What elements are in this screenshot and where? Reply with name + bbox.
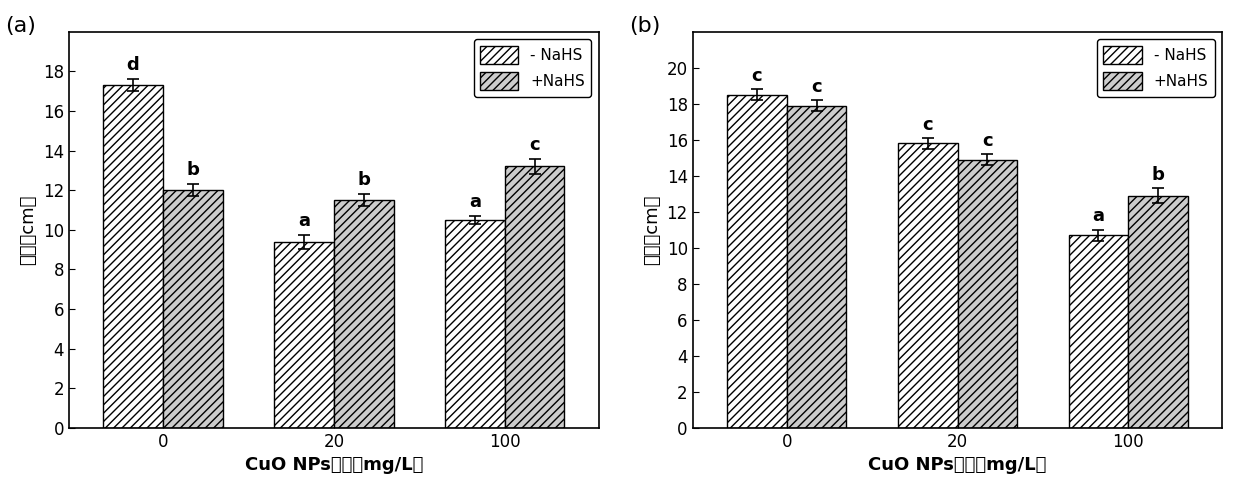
Text: (a): (a) [5, 16, 36, 36]
Text: b: b [186, 162, 199, 179]
Bar [103, 85, 164, 428]
Legend: - NaHS, +NaHS: - NaHS, +NaHS [473, 39, 591, 97]
Text: (b): (b) [629, 16, 660, 36]
Y-axis label: 株高（cm）: 株高（cm） [643, 194, 662, 265]
Bar [274, 242, 333, 428]
X-axis label: CuO NPs浓度（mg/L）: CuO NPs浓度（mg/L） [244, 456, 422, 474]
Y-axis label: 根长（cm）: 根长（cm） [20, 194, 37, 265]
Text: b: b [357, 171, 370, 189]
Bar [504, 166, 565, 428]
Legend: - NaHS, +NaHS: - NaHS, +NaHS [1098, 39, 1214, 97]
Text: c: c [922, 115, 933, 134]
Text: a: a [1093, 207, 1104, 225]
Text: a: a [468, 193, 481, 211]
Bar [333, 200, 394, 428]
Bar [1129, 195, 1188, 428]
Bar [727, 95, 787, 428]
Text: c: c [752, 67, 762, 85]
Text: c: c [983, 132, 992, 150]
Bar [958, 160, 1017, 428]
Bar [1068, 235, 1129, 428]
Text: c: c [529, 136, 540, 154]
Text: b: b [1152, 166, 1165, 184]
Bar [164, 190, 223, 428]
X-axis label: CuO NPs浓度（mg/L）: CuO NPs浓度（mg/L） [869, 456, 1047, 474]
Text: c: c [812, 78, 821, 96]
Text: a: a [297, 212, 310, 230]
Bar [445, 220, 504, 428]
Text: d: d [126, 56, 140, 74]
Bar [787, 106, 846, 428]
Bar [898, 143, 958, 428]
